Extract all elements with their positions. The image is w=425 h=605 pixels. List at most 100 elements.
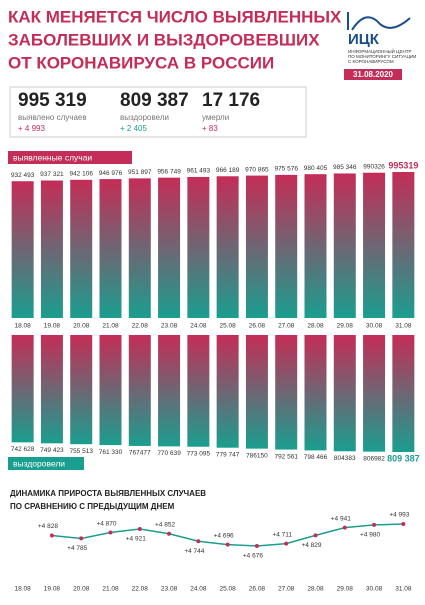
point [167, 531, 172, 536]
value-label: 966 189 [216, 167, 240, 174]
bar [158, 177, 181, 318]
value-label: +4 980 [360, 532, 380, 539]
point [284, 541, 289, 546]
cases-tag [8, 151, 132, 164]
x-tick-label: 25.08 [220, 323, 237, 330]
value-label: 809 387 [387, 453, 420, 463]
value-label: 804383 [334, 455, 356, 462]
bar [99, 179, 122, 318]
bar [187, 176, 210, 318]
bar [158, 335, 181, 447]
date-badge [344, 69, 402, 80]
value-label: 779 747 [216, 451, 240, 458]
value-label: 951 897 [128, 169, 152, 176]
bar [363, 335, 386, 452]
stat-delta: + 83 [202, 124, 218, 133]
value-label: 970 865 [245, 166, 269, 173]
x-tick-label: 30.08 [366, 586, 383, 593]
x-tick-label: 22.08 [132, 323, 149, 330]
value-label: 755 513 [69, 448, 93, 455]
x-tick-label: 22.08 [132, 586, 149, 593]
x-tick-label: 28.08 [307, 586, 324, 593]
value-label: +4 941 [331, 515, 351, 522]
value-label: +4 828 [38, 523, 58, 530]
value-label: 985 346 [333, 164, 357, 171]
point [372, 522, 377, 527]
bar [392, 335, 415, 452]
bar [40, 335, 63, 444]
bar [363, 172, 386, 318]
stat-value: 995 319 [18, 90, 87, 111]
value-label: +4 852 [155, 522, 175, 529]
point [196, 539, 201, 544]
value-label: 767477 [129, 450, 151, 457]
value-label: +4 829 [301, 542, 321, 549]
bar [11, 181, 34, 318]
x-tick-label: 29.08 [337, 323, 354, 330]
bar [70, 179, 93, 318]
point [401, 522, 406, 526]
logo-caption: ПО МОНИТОРИНГУ СИТУАЦИИ [348, 54, 416, 59]
value-label: 742 628 [11, 446, 35, 453]
bar [245, 175, 268, 318]
bar [216, 176, 239, 318]
logo-mark [347, 12, 411, 31]
value-label: +4 785 [67, 545, 87, 552]
x-tick-label: 20.08 [73, 323, 90, 330]
point [225, 542, 230, 547]
point [49, 533, 54, 538]
x-tick-label: 18.08 [15, 323, 32, 330]
value-label: +4 921 [126, 536, 146, 543]
x-tick-label: 28.08 [307, 323, 324, 330]
value-label: 961 493 [187, 168, 211, 175]
x-tick-label: 24.08 [190, 586, 207, 593]
value-label: +4 993 [389, 512, 409, 519]
stat-label: выявлено случаев [18, 113, 87, 122]
logo-caption: С КОРОНАВИРУСОМ [348, 59, 394, 64]
value-label: 786150 [246, 452, 268, 459]
chart-title: выявленные случаи [13, 152, 92, 162]
x-tick-label: 19.08 [44, 586, 61, 593]
bar [128, 178, 151, 318]
value-label: 770 639 [157, 450, 181, 457]
x-tick-label: 23.08 [161, 586, 178, 593]
date: 31.08.2020 [353, 70, 394, 79]
value-label: 773 095 [187, 450, 211, 457]
bar [99, 335, 122, 446]
title-line: ОТ КОРОНАВИРУСА В РОССИИ [8, 53, 274, 72]
point [342, 525, 347, 530]
value-label: 990326 [363, 163, 385, 170]
point [79, 536, 84, 541]
x-tick-label: 27.08 [278, 323, 295, 330]
value-label: 798 466 [304, 454, 328, 461]
stat-value: 809 387 [120, 90, 189, 111]
x-tick-label: 25.08 [220, 586, 237, 593]
x-tick-label: 23.08 [161, 323, 178, 330]
bar [304, 335, 327, 451]
stat-label: выздоровели [120, 113, 169, 122]
bar [40, 180, 63, 318]
point [254, 544, 259, 548]
value-label: 937 321 [40, 171, 64, 178]
value-label: 946 976 [99, 170, 123, 177]
value-label: 975 576 [274, 166, 298, 173]
x-tick-label: 27.08 [278, 586, 295, 593]
x-tick-label: 20.08 [73, 586, 90, 593]
bar [304, 174, 327, 318]
stats-box [9, 86, 307, 138]
value-label: 942 106 [69, 171, 93, 178]
x-tick-label: 24.08 [190, 323, 207, 330]
value-label: 761 330 [99, 449, 123, 456]
bar [333, 173, 356, 318]
bar [392, 172, 415, 318]
logo: ИЦК [348, 31, 380, 48]
chart-title: ПО СРАВНЕНИЮ С ПРЕДЫДУЩИМ ДНЕМ [10, 502, 175, 511]
point [313, 533, 318, 538]
logo-caption: ИНФОРМАЦИОННЫЙ ЦЕНТР [348, 47, 411, 54]
value-label: 749 423 [40, 447, 64, 454]
value-label: 980 405 [304, 165, 328, 172]
x-tick-label: 21.08 [102, 323, 119, 330]
x-tick-label: 26.08 [249, 323, 266, 330]
bar [187, 335, 210, 447]
